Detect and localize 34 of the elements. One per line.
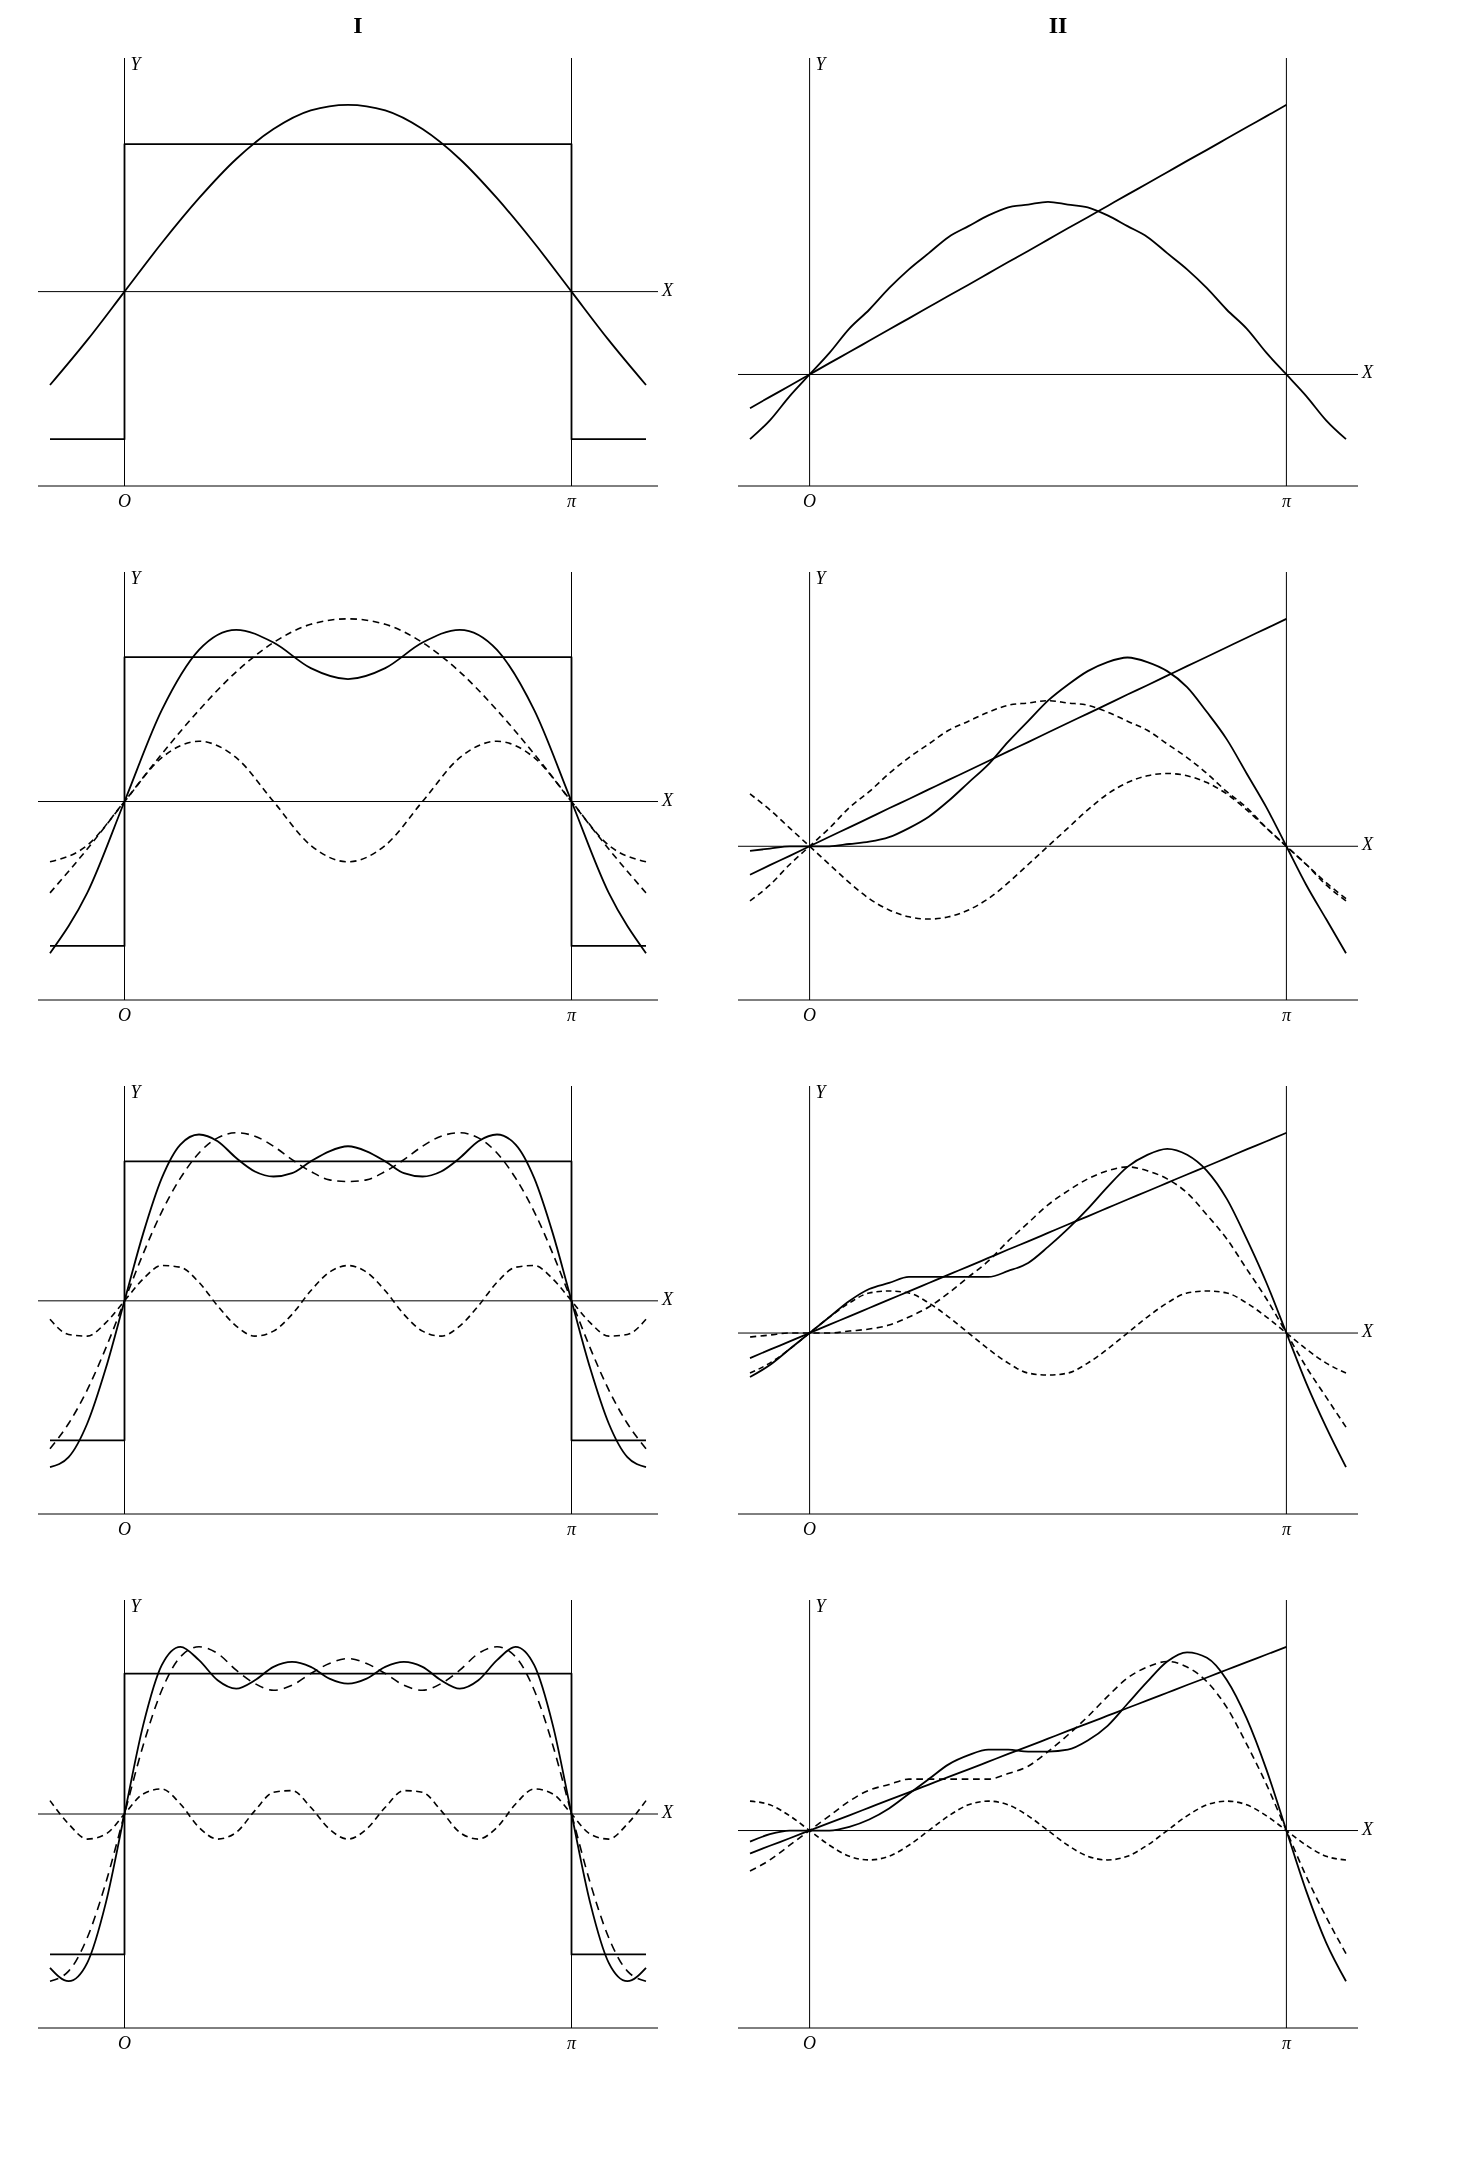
x-tick-label: π <box>1281 490 1292 511</box>
y-axis-title: Y <box>130 54 141 75</box>
x-axis-title: X <box>662 789 673 811</box>
x-tick-label: O <box>803 1004 817 1025</box>
x-axis-title: X <box>662 1802 673 1823</box>
y-axis-title: Y <box>130 568 141 589</box>
x-axis-title: X <box>1362 1321 1373 1343</box>
x-axis-title: X <box>1362 834 1373 856</box>
x-tick-label: π <box>566 1004 577 1025</box>
x-tick-label: O <box>803 490 817 511</box>
x-tick-label: O <box>118 2032 131 2053</box>
y-axis-title: Y <box>815 1596 826 1617</box>
x-tick-label: O <box>118 1004 131 1025</box>
x-tick-label: O <box>803 2032 817 2053</box>
x-tick-label: O <box>118 490 131 511</box>
x-axis-title: X <box>662 279 673 301</box>
x-tick-label: π <box>1281 2032 1292 2053</box>
x-tick-label: O <box>118 1518 131 1539</box>
y-axis-title: Y <box>815 568 826 589</box>
x-axis-title: X <box>1362 362 1373 384</box>
chart-title: I <box>352 11 364 40</box>
y-axis-title: Y <box>815 54 826 75</box>
x-tick-label: π <box>566 490 577 511</box>
y-axis-title: Y <box>130 1596 141 1617</box>
x-tick-label: O <box>803 1518 817 1539</box>
x-tick-label: π <box>566 2032 577 2053</box>
x-tick-label: π <box>566 1518 577 1539</box>
x-axis-title: X <box>1362 1818 1373 1840</box>
x-tick-label: π <box>1281 1004 1292 1025</box>
y-axis-title: Y <box>815 1082 826 1103</box>
chart-title: II <box>1047 11 1069 40</box>
x-axis-title: X <box>662 1288 673 1310</box>
y-axis-title: Y <box>130 1082 141 1103</box>
x-tick-label: π <box>1281 1518 1292 1539</box>
